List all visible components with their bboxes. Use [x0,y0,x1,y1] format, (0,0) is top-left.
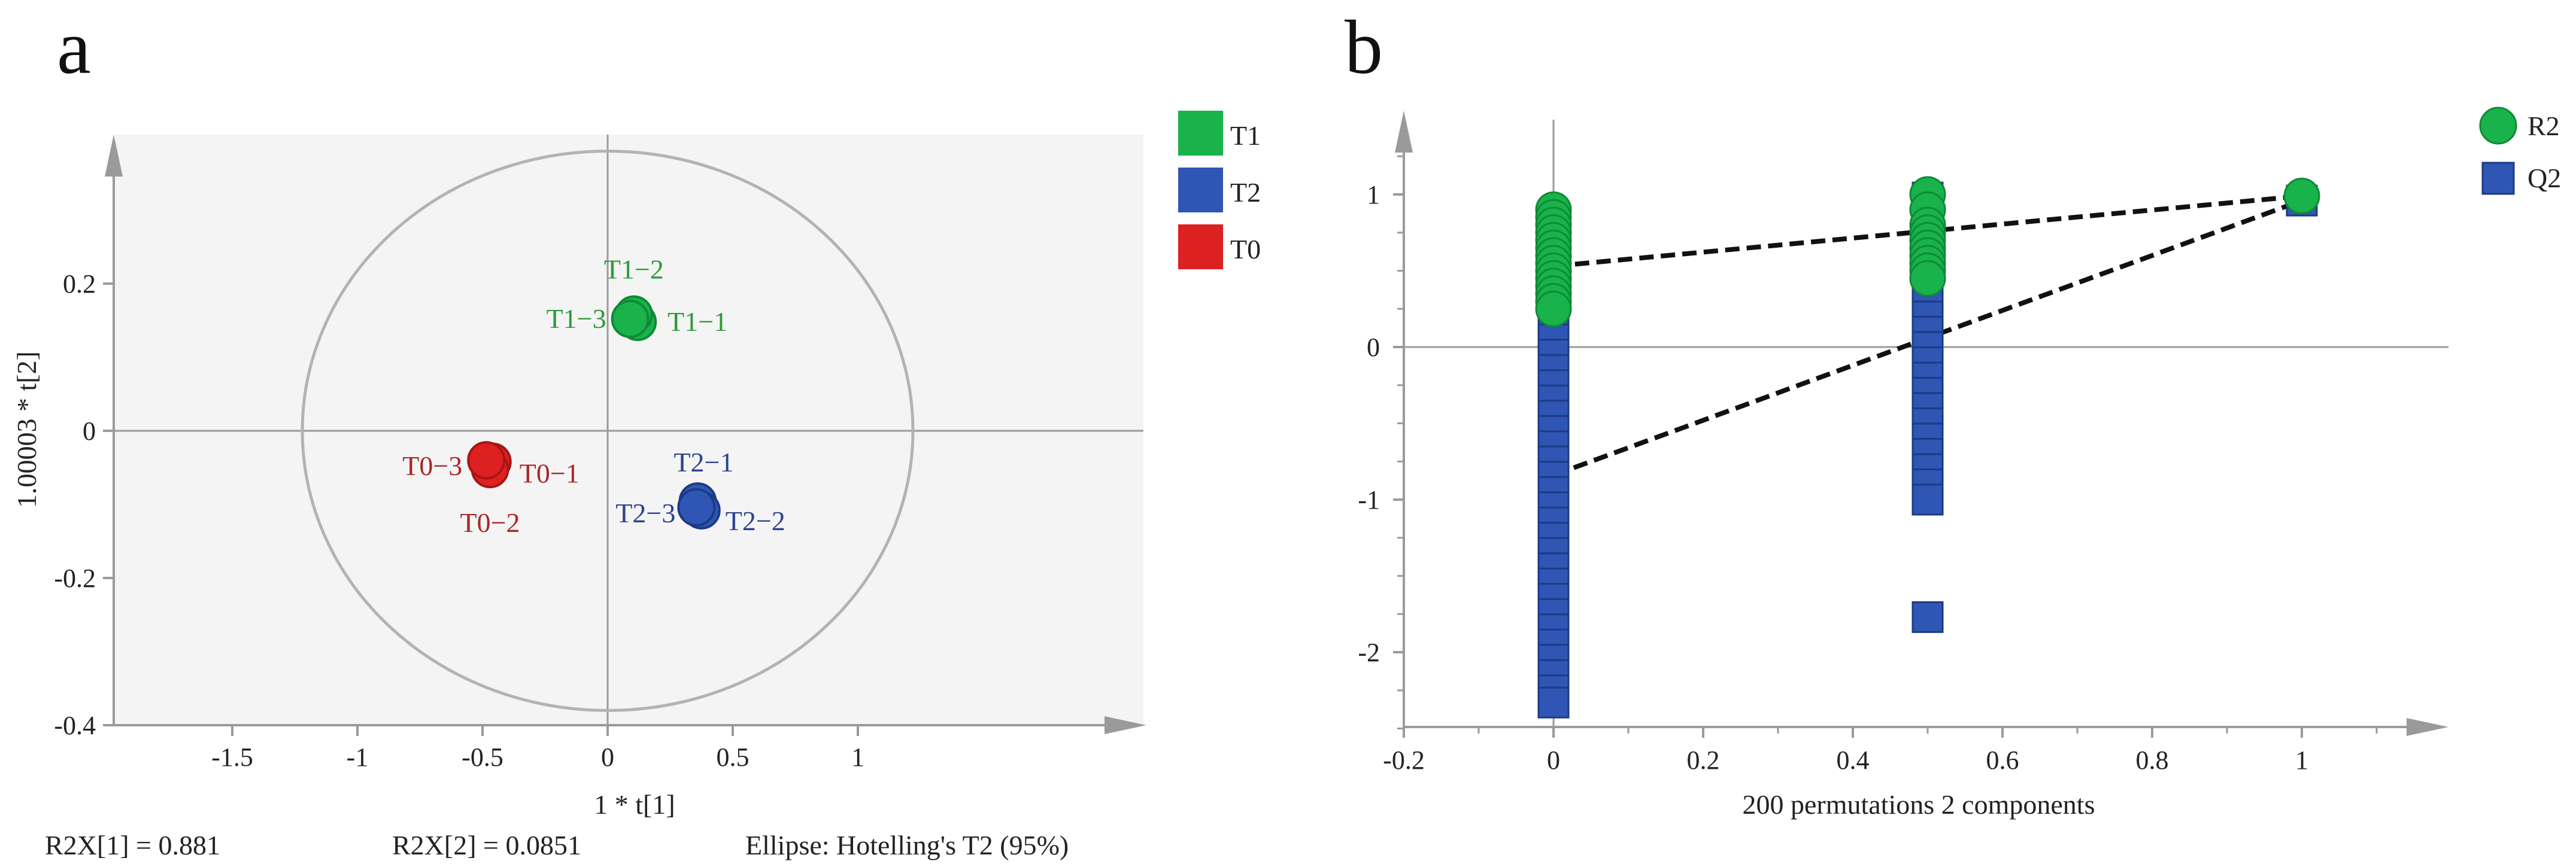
score-point-label: T2−3 [615,498,675,528]
panel-b-y-tick-label: -2 [1358,638,1380,667]
legend-swatch-t0 [1178,224,1223,269]
legend-swatch-t2 [1178,168,1223,212]
panel-a-y-axis-arrow [105,135,123,177]
score-point-label: T0−2 [460,507,520,538]
panel-a-x-tick-label: 0 [601,743,614,772]
score-point-t0 [467,441,506,480]
panel-b-legend: R2 Q2 [2479,107,2561,195]
legend-label-r2: R2 [2528,111,2560,141]
panel-a-y-tick-label: -0.2 [54,564,96,593]
ellipse-footer: Ellipse: Hotelling's T2 (95%) [745,830,1069,860]
r2-point [2283,178,2320,215]
panel-a-y-tick-label: 0.2 [63,269,96,299]
score-point-label: T1−2 [604,254,664,285]
panel-label-a: a [57,5,91,90]
panel-b-x-tick-label: 0.6 [1986,746,2019,775]
score-point-label: T1−3 [547,303,606,334]
panel-a-y-tick-label: -0.4 [54,711,96,740]
panel-b-y-tick-label: 1 [1367,180,1380,209]
panel-b-x-tick-label: 0.4 [1837,746,1870,775]
panel-b-x-tick-label: 0.2 [1687,746,1720,775]
q2-point [1911,483,1944,516]
r2x-1-footer: R2X[1] = 0.881 [45,830,220,860]
legend-label-t1: T1 [1230,120,1261,151]
r2-point [1535,290,1572,327]
panel-a-x-tick-label: -0.5 [462,743,503,772]
score-point-label: T1−1 [667,306,727,337]
panel-a-x-axis-label: 1 * t[1] [594,789,675,820]
panel-label-b: b [1345,5,1383,90]
panel-b-x-axis-arrow [2407,718,2448,736]
panel-b-x-tick-label: 0 [1547,746,1560,775]
score-point-label: T2−1 [673,447,733,477]
panel-a-x-axis-arrow [1105,716,1146,734]
panel-a-score-plot: -1.5 -1 -0.5 0 0.5 1 -0.4 -0.2 0 0.2 T1−1T1−2 T1−3… [11,111,1261,860]
panel-b-x-tick-label: 0.8 [2136,746,2169,775]
panel-a-y-tick-label: 0 [83,416,96,446]
panel-a-x-tick-label: -1 [347,743,369,772]
panel-b-x-axis-label: 200 permutations 2 components [1743,789,2095,820]
legend-swatch-t1 [1178,111,1223,156]
panel-b-y-tick-label: -1 [1358,485,1380,515]
legend-label-q2: Q2 [2528,163,2561,193]
panel-a-y-axis-label: 1.00003 * t[2] [11,351,42,508]
panel-a-legend: T1 T2 T0 [1178,111,1261,269]
q2-point [1911,601,1944,633]
panel-a-x-tick-label: -1.5 [211,743,253,772]
score-point-label: T0−1 [520,458,579,489]
legend-label-t2: T2 [1230,177,1261,208]
panel-a-plot-background [114,135,1143,724]
legend-marker-q2 [2481,162,2515,195]
hotelling-t2-ellipse [301,150,915,712]
score-point-t1 [611,300,650,339]
score-point-label: T0−3 [402,451,462,481]
panel-b-y-tick-label: 0 [1367,333,1380,362]
score-point-t2 [677,488,716,527]
legend-label-t0: T0 [1230,234,1261,264]
panel-b-x-tick-label: -0.2 [1383,746,1425,775]
panel-b-x-tick-label: 1 [2295,746,2308,775]
q2-point [1537,686,1570,719]
r2-point [1909,260,1946,297]
legend-marker-r2 [2479,107,2517,145]
panel-b-y-axis-arrow [1395,111,1413,153]
panel-a-x-tick-label: 0.5 [717,743,750,772]
r2x-2-footer: R2X[2] = 0.0851 [392,830,581,860]
panel-a-x-tick-label: 1 [851,743,864,772]
score-point-label: T2−2 [726,506,785,536]
panel-b-permutation-plot: -0.2 0 0.2 0.4 0.6 0.8 1 -2 -1 0 1 200 permutation… [1358,107,2561,820]
